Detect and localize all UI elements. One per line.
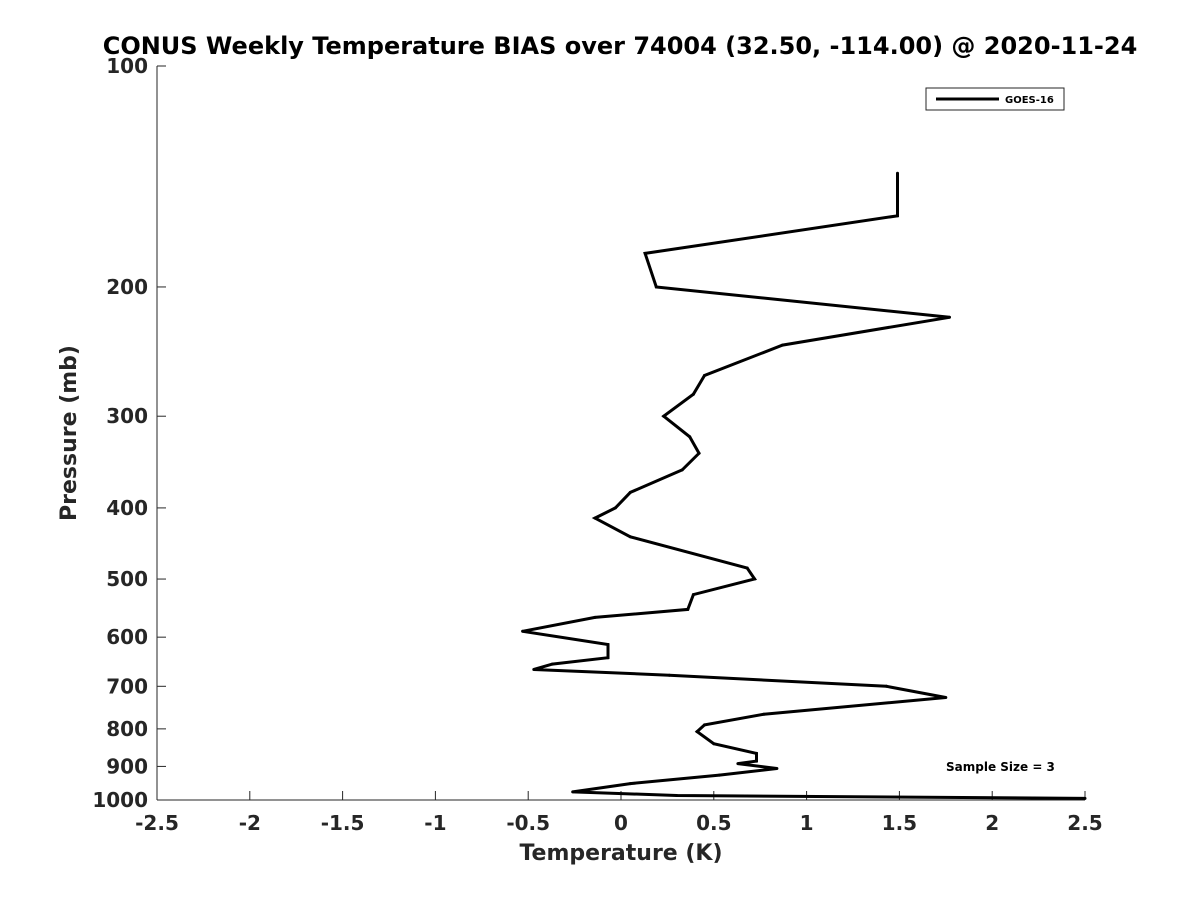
chart-title: CONUS Weekly Temperature BIAS over 74004… bbox=[103, 32, 1138, 60]
x-tick-label: 0.5 bbox=[696, 811, 731, 835]
data-point bbox=[753, 577, 757, 581]
axes bbox=[156, 66, 1085, 801]
data-point bbox=[667, 673, 671, 677]
data-point bbox=[884, 684, 888, 688]
data-point bbox=[896, 171, 899, 175]
data-point bbox=[755, 751, 758, 755]
axis-ticks: -2.5 -2 -1.5 -1 -0.5 0 0.5 1 1.5 2 2.5 100 200 300 400… bbox=[92, 54, 1102, 835]
y-tick-label: 400 bbox=[106, 496, 148, 520]
data-point bbox=[695, 730, 699, 734]
data-point bbox=[755, 759, 758, 763]
data-point bbox=[717, 773, 721, 777]
data-point bbox=[745, 566, 749, 570]
data-point bbox=[944, 696, 948, 699]
y-tick-label: 900 bbox=[106, 754, 148, 778]
x-tick-label: -1.5 bbox=[321, 811, 365, 835]
data-point bbox=[550, 662, 554, 666]
data-point bbox=[762, 712, 766, 716]
y-tick-label: 500 bbox=[106, 567, 148, 591]
data-point bbox=[606, 656, 610, 660]
data-point bbox=[896, 214, 899, 218]
data-point bbox=[521, 629, 525, 633]
data-point bbox=[691, 392, 695, 396]
x-tick-label: -2 bbox=[239, 811, 261, 835]
data-point bbox=[593, 516, 597, 520]
data-point bbox=[571, 790, 575, 794]
data-point bbox=[613, 506, 617, 510]
x-axis-label: Temperature (K) bbox=[519, 841, 722, 866]
y-tick-label: 200 bbox=[106, 275, 148, 299]
x-tick-label: -2.5 bbox=[135, 811, 179, 835]
data-point bbox=[675, 794, 679, 797]
data-point bbox=[654, 285, 658, 289]
data-point bbox=[691, 593, 695, 597]
y-tick-label: 800 bbox=[106, 717, 148, 741]
series-line-goes-16 bbox=[522, 173, 1086, 800]
x-tick-label: 0 bbox=[614, 811, 628, 835]
data-point bbox=[662, 414, 666, 418]
series-layer bbox=[521, 171, 1087, 800]
data-point bbox=[680, 468, 684, 472]
data-point bbox=[532, 668, 536, 671]
data-point bbox=[697, 451, 701, 455]
y-tick-label: 1000 bbox=[92, 788, 148, 812]
x-tick-label: 2 bbox=[985, 811, 999, 835]
x-tick-label: 1.5 bbox=[882, 811, 917, 835]
y-tick-label: 700 bbox=[106, 674, 148, 698]
legend: GOES-16 bbox=[925, 87, 1065, 111]
data-point bbox=[1083, 796, 1087, 800]
data-point bbox=[686, 607, 690, 611]
data-point bbox=[688, 435, 692, 439]
data-point bbox=[606, 643, 610, 646]
data-point bbox=[643, 251, 647, 255]
y-tick-label: 100 bbox=[106, 54, 148, 78]
data-point bbox=[736, 762, 740, 766]
data-point bbox=[712, 742, 716, 746]
x-tick-label: 1 bbox=[800, 811, 814, 835]
y-tick-label: 300 bbox=[106, 404, 148, 428]
legend-label-goes-16: GOES-16 bbox=[1005, 95, 1054, 106]
x-tick-label: -1 bbox=[424, 811, 446, 835]
data-point bbox=[775, 767, 779, 770]
y-axis-label: Pressure (mb) bbox=[57, 345, 82, 521]
data-point bbox=[628, 782, 632, 786]
data-point bbox=[628, 535, 632, 539]
data-point bbox=[781, 343, 784, 347]
data-point bbox=[703, 374, 706, 377]
y-tick-label: 600 bbox=[106, 625, 148, 649]
x-tick-label: -0.5 bbox=[506, 811, 550, 835]
sample-size-annotation: Sample Size = 3 bbox=[946, 760, 1055, 774]
data-point bbox=[703, 723, 706, 727]
data-point bbox=[948, 315, 951, 319]
x-tick-label: 2.5 bbox=[1067, 811, 1102, 835]
data-point bbox=[593, 615, 597, 619]
data-point bbox=[628, 490, 632, 494]
